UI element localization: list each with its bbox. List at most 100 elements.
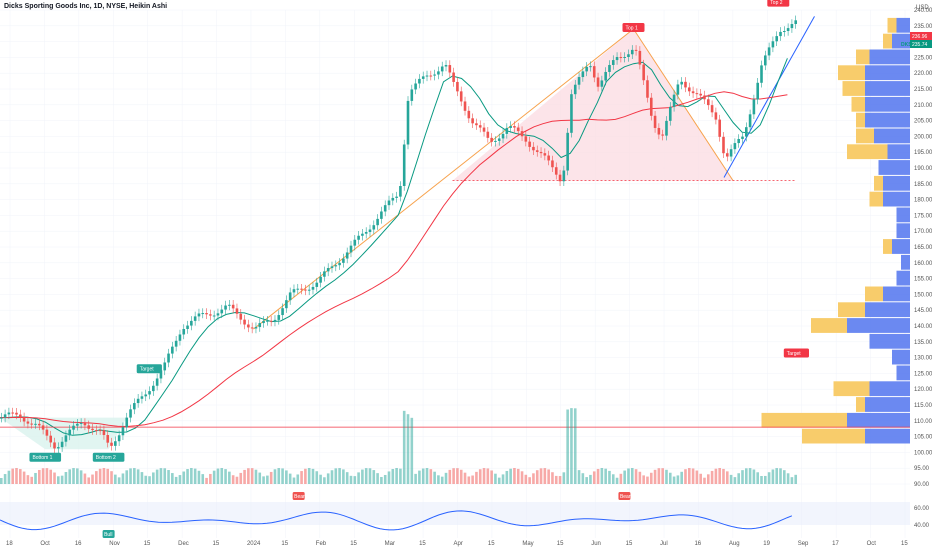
volume-bar <box>167 470 170 484</box>
axes: 90.00 95.00 100.00 105.00 110.00 115.00 120.00… <box>6 8 932 547</box>
candle <box>756 82 759 100</box>
volume-bar <box>364 468 368 484</box>
candle <box>167 353 170 363</box>
volume-bar <box>49 469 53 484</box>
vp-buy-bar <box>892 349 910 365</box>
candle <box>182 328 186 335</box>
volume-bar <box>513 468 516 484</box>
price-label-box <box>910 32 932 40</box>
vp-buy-bar <box>865 81 910 96</box>
candle <box>672 94 676 107</box>
candle <box>133 403 136 410</box>
annotation-badge <box>136 364 162 374</box>
volume-bar <box>140 472 144 484</box>
candle <box>387 200 391 206</box>
candle <box>155 378 159 386</box>
candle <box>463 101 467 111</box>
candle <box>391 197 395 201</box>
x-tick-label: May <box>522 541 533 547</box>
candle <box>444 65 448 67</box>
candle <box>585 66 588 72</box>
vp-buy-bar <box>892 239 910 254</box>
volume-bar <box>353 476 357 484</box>
annotation-badge <box>29 452 62 462</box>
y-tick-label: 165.00 <box>914 245 932 251</box>
volume-bar <box>452 468 455 484</box>
candle <box>456 81 459 92</box>
volume-bar <box>79 470 83 484</box>
candle <box>41 425 45 430</box>
vp-buy-bar <box>883 175 910 191</box>
price-label: 236.96 <box>912 34 928 40</box>
vp-buy-bar <box>901 254 910 270</box>
volume-bar <box>334 468 338 484</box>
volume-bar <box>440 476 444 484</box>
volume-bar <box>182 471 186 484</box>
candle <box>528 141 531 147</box>
volume-bar <box>83 473 87 484</box>
candle <box>311 286 315 290</box>
vp-sell-bar <box>847 144 888 160</box>
candle <box>95 430 98 432</box>
candle <box>786 28 790 32</box>
volume-bar <box>197 470 201 484</box>
candle <box>190 320 193 326</box>
x-tick-label: 15 <box>281 541 288 547</box>
volume-bar <box>592 471 596 484</box>
candle <box>186 325 189 329</box>
x-tick-label: 19 <box>763 541 770 547</box>
candle <box>486 131 490 138</box>
candle <box>440 66 444 72</box>
trend-arrow <box>723 16 815 178</box>
candle <box>516 127 520 132</box>
candle <box>779 31 782 37</box>
volume-bar <box>98 468 102 484</box>
candle <box>452 72 455 82</box>
candle <box>706 99 710 106</box>
candle <box>243 319 246 325</box>
candle <box>102 430 106 436</box>
y-tick-label: 145.00 <box>914 308 932 314</box>
volume-bar <box>421 468 425 484</box>
volume-bar <box>589 474 592 484</box>
volume-profile <box>761 17 910 444</box>
volume-bar <box>368 468 372 484</box>
pattern-fill <box>452 28 734 181</box>
volume-bar <box>402 410 406 484</box>
candle <box>634 49 638 51</box>
volume-bar <box>345 472 349 484</box>
y-tick-label: 180.00 <box>914 198 932 204</box>
candle <box>87 425 91 429</box>
annotation-badge <box>783 348 809 358</box>
vp-sell-bar <box>811 318 847 333</box>
volume-bar <box>148 476 151 484</box>
volume-bar <box>710 470 714 484</box>
volume-bar <box>665 469 668 484</box>
candle <box>212 315 216 317</box>
candle <box>72 425 75 430</box>
x-tick-label: 16 <box>694 541 701 547</box>
volume-bar <box>125 470 129 484</box>
volume-bar <box>326 473 330 484</box>
candle <box>300 288 303 290</box>
annotation-label: Top 1 <box>626 25 638 31</box>
candle <box>482 127 486 132</box>
candle <box>76 423 79 426</box>
volume-bar <box>516 468 520 484</box>
chart-grid <box>0 9 910 538</box>
vp-buy-bar <box>847 318 910 333</box>
candle <box>171 346 174 354</box>
candle <box>638 50 642 65</box>
volume-bar <box>60 475 64 484</box>
candle <box>783 31 786 33</box>
volume-bar <box>76 468 79 484</box>
y-tick-label: 120.00 <box>914 387 932 393</box>
volume-bar <box>380 476 383 484</box>
volume-bar <box>497 477 501 484</box>
volume-bar <box>243 469 246 484</box>
candle <box>7 412 11 415</box>
candle <box>714 112 718 120</box>
candle <box>19 414 22 418</box>
volume-bar <box>254 469 258 484</box>
